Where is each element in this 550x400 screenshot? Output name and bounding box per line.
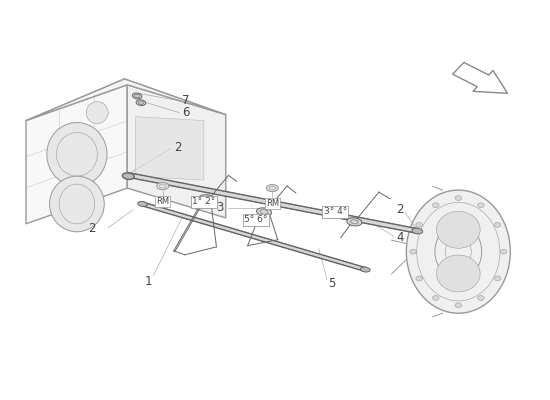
Ellipse shape [136, 100, 146, 106]
Ellipse shape [50, 176, 104, 232]
Text: 1° 2°: 1° 2° [192, 198, 216, 206]
Ellipse shape [416, 276, 422, 281]
Ellipse shape [133, 93, 142, 99]
Text: 6: 6 [182, 106, 189, 119]
Ellipse shape [266, 184, 278, 192]
Ellipse shape [432, 296, 439, 300]
Ellipse shape [412, 228, 422, 234]
Text: 5: 5 [328, 277, 336, 290]
Ellipse shape [494, 276, 500, 281]
Polygon shape [453, 62, 508, 93]
Ellipse shape [455, 196, 461, 200]
Polygon shape [142, 202, 365, 272]
Ellipse shape [123, 173, 134, 180]
Ellipse shape [157, 182, 169, 190]
Ellipse shape [86, 102, 108, 124]
Ellipse shape [406, 190, 510, 313]
Ellipse shape [500, 249, 507, 254]
Ellipse shape [432, 203, 439, 208]
Ellipse shape [455, 303, 461, 308]
Ellipse shape [416, 222, 422, 227]
Ellipse shape [347, 218, 362, 226]
Ellipse shape [477, 296, 484, 300]
Text: 3: 3 [216, 202, 223, 214]
Polygon shape [26, 85, 127, 224]
Polygon shape [127, 85, 226, 218]
Text: 3° 4°: 3° 4° [323, 208, 347, 216]
Text: 5° 6°: 5° 6° [244, 215, 267, 224]
Ellipse shape [410, 249, 416, 254]
Ellipse shape [437, 211, 480, 248]
Text: 4: 4 [397, 231, 404, 244]
Polygon shape [135, 116, 204, 180]
Text: RM: RM [156, 197, 169, 206]
Text: RM: RM [266, 199, 279, 208]
Text: 2: 2 [88, 222, 96, 235]
Ellipse shape [360, 267, 370, 272]
Text: 1: 1 [144, 275, 152, 288]
Ellipse shape [138, 202, 147, 206]
Ellipse shape [199, 195, 214, 204]
Ellipse shape [256, 208, 272, 216]
Polygon shape [26, 79, 226, 120]
Text: 7: 7 [182, 94, 189, 107]
Ellipse shape [47, 122, 107, 186]
Ellipse shape [477, 203, 484, 208]
Ellipse shape [437, 255, 480, 292]
Text: 2: 2 [174, 141, 182, 154]
Polygon shape [128, 172, 417, 233]
Text: 2: 2 [396, 204, 404, 216]
Ellipse shape [494, 222, 500, 227]
